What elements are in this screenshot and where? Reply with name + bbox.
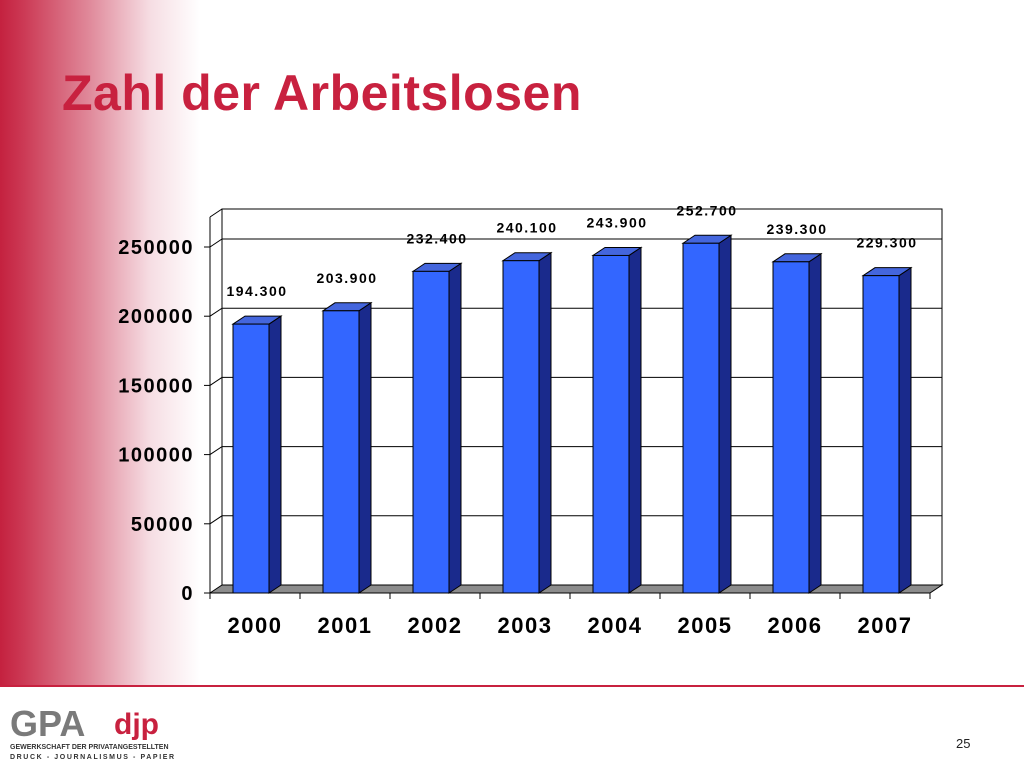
y-tick-label: 100000 bbox=[118, 445, 194, 467]
chart-corner-line bbox=[209, 208, 223, 218]
bar-2005 bbox=[681, 234, 733, 594]
bar-front bbox=[412, 270, 450, 594]
logo-tagline-1: GEWERKSCHAFT DER PRIVATANGESTELLTEN bbox=[10, 744, 169, 751]
data-label: 240.100 bbox=[496, 220, 557, 236]
bar-side bbox=[628, 246, 642, 594]
page-number: 25 bbox=[956, 736, 971, 751]
bar-side bbox=[358, 301, 372, 594]
x-tick-label: 2005 bbox=[678, 613, 733, 638]
x-tick-label: 2002 bbox=[408, 613, 463, 638]
bar-front bbox=[682, 242, 720, 594]
bar-2000 bbox=[231, 315, 283, 594]
x-tick-label: 2007 bbox=[858, 613, 913, 638]
page-title: Zahl der Arbeitslosen bbox=[62, 65, 582, 121]
bar-chart: 0 50000 100000 150000 200000 250000 2000 194.30… bbox=[118, 202, 944, 638]
bar-side bbox=[808, 252, 822, 594]
bar-side bbox=[448, 262, 462, 594]
x-tick-label: 2004 bbox=[588, 613, 643, 638]
data-label: 232.400 bbox=[406, 230, 467, 246]
bar-2001 bbox=[321, 301, 373, 594]
bar-front bbox=[322, 310, 360, 594]
bar-front bbox=[232, 323, 270, 594]
x-tick-label: 2006 bbox=[768, 613, 823, 638]
y-tick-label: 250000 bbox=[118, 237, 194, 259]
bar-front bbox=[592, 254, 630, 594]
gpa-djp-logo: GPA djp GEWERKSCHAFT DER PRIVATANGESTELL… bbox=[10, 703, 176, 761]
y-tick-label: 50000 bbox=[131, 514, 194, 536]
bar-side bbox=[538, 251, 552, 594]
y-tick-label: 0 bbox=[181, 583, 194, 605]
data-label: 252.700 bbox=[676, 202, 737, 218]
bar-front bbox=[862, 275, 900, 594]
bar-2006 bbox=[771, 252, 823, 594]
footer-divider bbox=[0, 685, 1024, 687]
bar-2002 bbox=[411, 262, 463, 594]
data-label: 239.300 bbox=[766, 221, 827, 237]
logo-tagline-2: DRUCK - JOURNALISMUS - PAPIER bbox=[10, 754, 176, 761]
bar-2007 bbox=[861, 266, 913, 594]
bar-side bbox=[718, 234, 732, 594]
bar-front bbox=[502, 260, 540, 594]
x-tick-label: 2000 bbox=[228, 613, 283, 638]
data-label: 194.300 bbox=[226, 283, 287, 299]
bar-side bbox=[268, 315, 282, 594]
x-tick-label: 2003 bbox=[498, 613, 553, 638]
data-label: 203.900 bbox=[316, 270, 377, 286]
side-gradient-band bbox=[0, 0, 200, 685]
logo-gpa-text: GPA bbox=[10, 703, 85, 744]
bar-2003 bbox=[501, 251, 553, 594]
y-tick-label: 200000 bbox=[118, 306, 194, 328]
y-tick-label: 150000 bbox=[118, 375, 194, 397]
data-label: 243.900 bbox=[586, 214, 647, 230]
bar-front bbox=[772, 261, 810, 594]
bar-side bbox=[898, 266, 912, 594]
bar-2004 bbox=[591, 246, 643, 594]
chart-floor bbox=[208, 584, 944, 594]
x-tick-label: 2001 bbox=[318, 613, 373, 638]
logo-djp-text: djp bbox=[114, 708, 159, 741]
data-label: 229.300 bbox=[856, 235, 917, 251]
